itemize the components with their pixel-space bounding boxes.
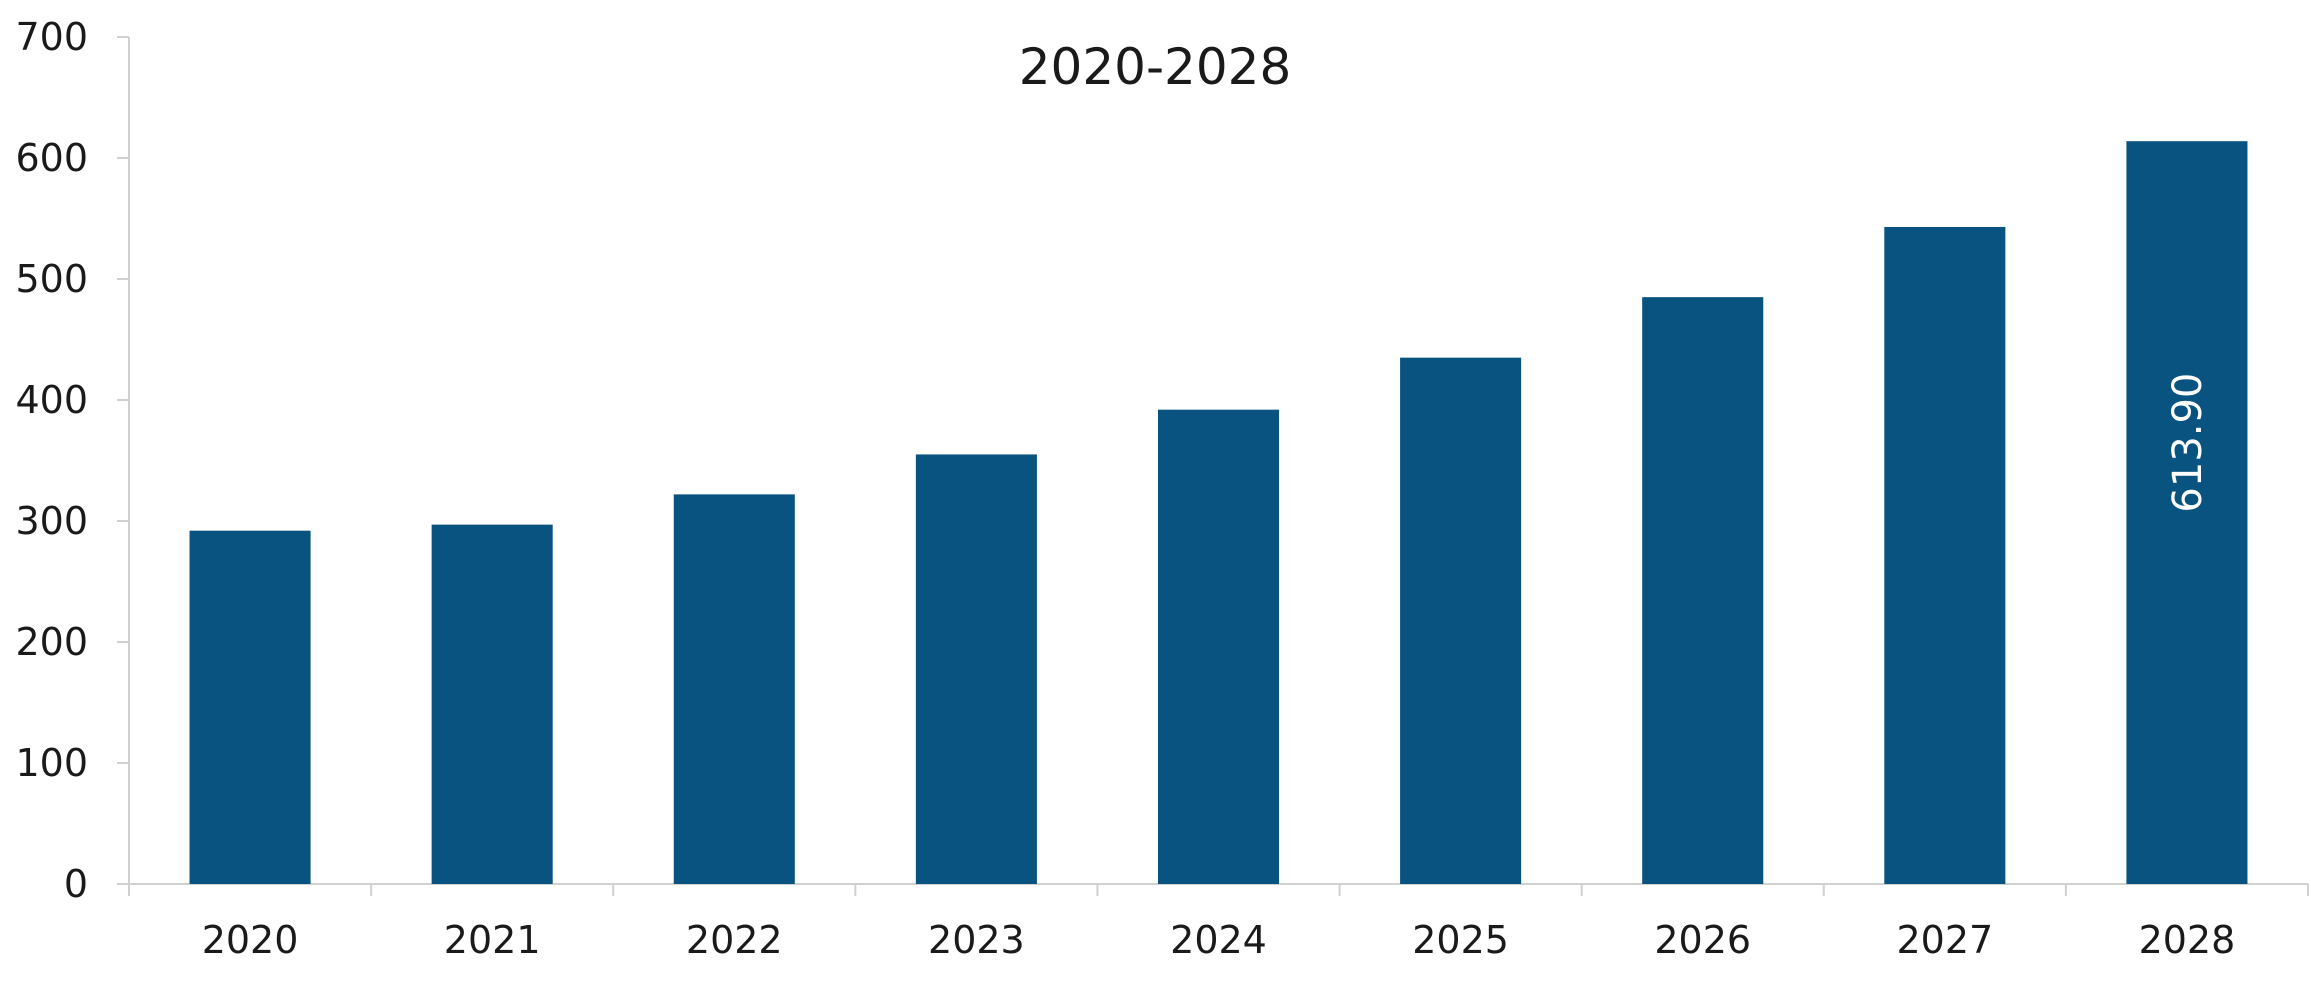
x-tick-label: 2021 xyxy=(444,918,541,962)
bar-2023 xyxy=(915,454,1037,884)
x-tick-label: 2024 xyxy=(1170,918,1267,962)
y-tick-label: 200 xyxy=(15,620,88,664)
bar-2024 xyxy=(1157,409,1280,884)
bar-2027 xyxy=(1884,226,2006,885)
y-tick-label: 300 xyxy=(15,499,88,543)
y-tick-label: 500 xyxy=(15,257,88,301)
x-tick-label: 2025 xyxy=(1412,918,1509,962)
bar-2022 xyxy=(673,494,795,884)
y-tick-label: 0 xyxy=(64,862,88,906)
x-tick-label: 2026 xyxy=(1654,918,1751,962)
y-tick-label: 600 xyxy=(15,136,88,180)
y-tick-label: 700 xyxy=(15,15,88,59)
x-tick-label: 2028 xyxy=(2139,918,2236,962)
data-label-2028: 613.90 xyxy=(2165,373,2211,513)
chart-title: 2020-2028 xyxy=(1019,38,1292,96)
x-tick-label: 2022 xyxy=(686,918,783,962)
y-tick-label: 100 xyxy=(15,741,88,785)
bar-2028 xyxy=(2126,141,2248,884)
x-tick-label: 2023 xyxy=(928,918,1025,962)
x-tick-label: 2027 xyxy=(1896,918,1993,962)
y-axis: 0 100 200 300 400 500 600 700 xyxy=(15,15,130,906)
bar-2026 xyxy=(1642,297,1764,884)
bar-2020 xyxy=(189,530,311,884)
x-axis: 2020 2021 2022 2023 2024 2025 2026 2027 2028 xyxy=(128,883,2309,962)
data-labels: 613.90 xyxy=(2165,373,2211,513)
bar-series xyxy=(189,141,2248,885)
y-tick-label: 400 xyxy=(15,378,88,422)
bar-2025 xyxy=(1400,357,1522,884)
bar-2021 xyxy=(431,524,553,884)
x-tick-label: 2020 xyxy=(202,918,299,962)
